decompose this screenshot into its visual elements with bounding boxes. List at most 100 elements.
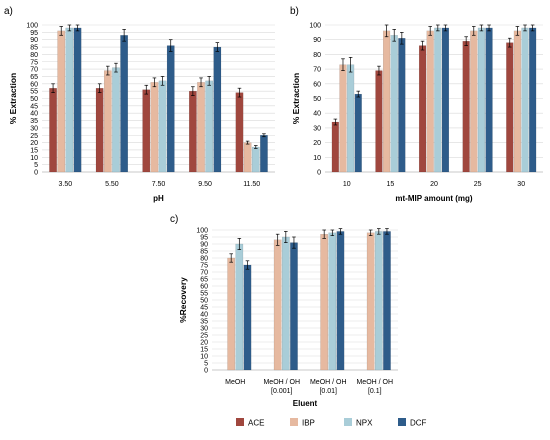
legend-swatch-dcf [398,418,406,426]
panel-b-bar-dcf [354,93,362,173]
panel-a-ytick-label: 50 [30,96,38,103]
panel-b-bar-dcf [398,38,406,173]
panel-a-ytick-label: 85 [30,45,38,52]
panel-a-bar-ibp [150,82,159,173]
panel-b-ytick-label: 70 [313,67,321,74]
panel-c-ytick-label: 10 [200,354,208,361]
panel-a-category-label: 11.50 [243,181,260,188]
panel-a-bar-npx [251,146,260,173]
panel-c-ytick-label: 40 [200,312,208,319]
panel-c-ytick-label: 20 [200,340,208,347]
panel-c-error-bar [275,233,280,246]
panel-b-bar-ibp [383,30,391,173]
panel-c-ytick-label: 70 [200,270,208,277]
panel-a-error-bar [144,84,149,95]
panel-a-ytick-label: 35 [30,118,38,125]
panel-a-error-bar [160,76,165,86]
panel-b-chart: b) 0 10 20 30 40 50 60 70 80 90 100 10 15 20 25 30 mt-MIP… [290,6,543,203]
panel-a-ytick-label: 55 [30,89,38,96]
panel-b-error-bar [515,26,520,36]
panel-c-ytick-label: 5 [204,361,208,368]
panel-c-bar-ibp [320,234,329,371]
panel-c-bar-ibp [366,232,375,371]
panel-a-category-label: 7.50 [152,181,166,188]
panel-a-error-bar [253,145,258,149]
panel-a-bar-dcf [213,46,222,173]
panel-a-label: a) [4,6,13,17]
legend: ACE IBP NPX DCF [236,418,427,428]
panel-b-bar-npx [347,64,355,173]
panel-a-bar-ibp [243,142,252,173]
panel-c-category-label: MeOH / OH [263,379,300,386]
panel-c-bar-ibp [227,257,235,371]
panel-b-category-label: 25 [474,181,482,188]
legend-item-ibp: IBP [290,418,315,428]
panel-a-bar-ibp [103,70,112,173]
panel-a-error-bar [207,76,211,86]
panel-b-ytick-label: 80 [313,52,321,59]
panel-b-error-bar [443,24,448,32]
legend-label-npx: NPX [356,419,373,428]
panel-b-error-bar [384,24,389,38]
panel-b-error-bar [471,26,476,36]
panel-b-category-label: 30 [517,181,525,188]
panel-b-bar-dcf [485,27,493,173]
panel-c-y-axis-title: %Recovery [178,277,188,323]
panel-a-error-bar [67,24,72,32]
panel-a-bar-dcf [260,135,268,173]
panel-a-error-bar [59,26,64,36]
panel-a-ytick-label: 15 [30,147,38,154]
panel-a-bar-npx [158,80,167,173]
panel-b-error-bar [487,24,491,32]
panel-b-category-label: 20 [430,181,438,188]
panel-a-error-bar [237,87,242,98]
panel-a-bar-dcf [73,27,82,173]
panel-b-error-bar [530,24,535,32]
panel-a-error-bar [97,83,102,93]
panel-b-bar-dcf [441,27,450,173]
legend-label-ace: ACE [248,419,264,428]
panel-a-bar-ace [49,88,57,173]
panel-c-error-bar [284,231,288,243]
panel-b-bar-ibp [513,30,521,173]
panel-c-bar-npx [281,236,290,371]
panel-b-error-bar [356,90,361,98]
panel-a-ytick-label: 0 [34,170,38,177]
panel-c-error-bar [368,229,373,236]
panel-c-bar-dcf [243,264,252,371]
panel-c-ytick-label: 15 [200,347,208,354]
panel-c-category-label: [0.01] [319,388,337,395]
panel-a-error-bar [168,39,173,52]
panel-c-error-bar [330,229,335,236]
panel-a-bar-npx [205,80,214,173]
panel-b-ytick-label: 60 [313,81,321,88]
panel-c-ytick-label: 30 [200,326,208,333]
legend-swatch-ibp [290,418,298,426]
panel-c-category-label: [0.1] [368,388,382,395]
panel-c-ytick-label: 55 [200,291,208,298]
panel-c-ytick-label: 100 [196,228,208,235]
panel-a-error-bar [152,77,157,88]
panel-b-bar-ace [331,121,339,173]
panel-b-category-label: 15 [387,181,395,188]
legend-label-dcf: DCF [410,419,427,428]
panel-a-bar-ibp [57,30,66,173]
legend-swatch-ace [236,418,244,426]
panel-b-error-bar [400,31,404,45]
panel-c-bar-npx [235,243,244,371]
panel-c-ytick-label: 80 [200,256,208,263]
panel-b-ytick-label: 20 [313,140,321,147]
panel-b-error-bar [333,118,338,126]
panel-b-bar-ace [418,45,427,173]
panel-a-bar-npx [112,67,120,173]
panel-a-error-bar [245,140,250,145]
panel-a-ytick-label: 30 [30,125,38,132]
panel-c-ytick-label: 90 [200,242,208,249]
panel-b-ytick-label: 50 [313,96,321,103]
panel-b-bar-npx [521,27,529,173]
panel-b-ytick-label: 40 [313,111,321,118]
panel-b-category-label: 10 [343,181,351,188]
panel-a-ytick-label: 65 [30,74,38,81]
